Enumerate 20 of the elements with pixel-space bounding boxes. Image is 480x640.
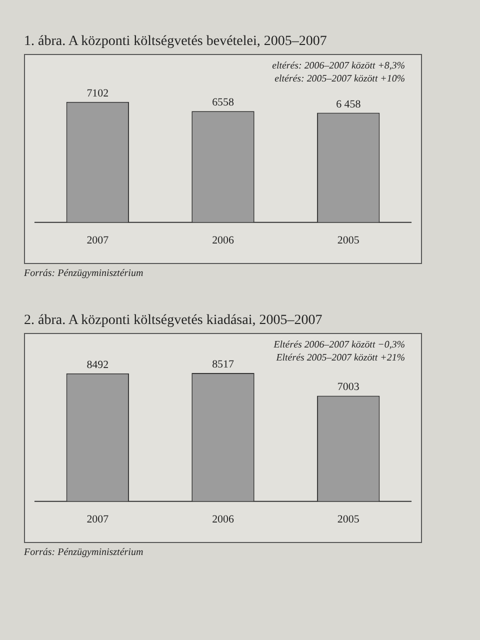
x-tick-label: 2005	[337, 234, 360, 246]
x-tick-label: 2007	[86, 514, 110, 526]
text: Forrás: Pénzügyminisztérium	[24, 268, 144, 279]
text: eltérés: 2005–2007 között +10%	[274, 73, 406, 84]
text: Eltérés 2005–2007 között +21%	[275, 352, 406, 364]
x-tick-label: 2005	[337, 514, 360, 526]
x-tick-label: 2006	[212, 234, 234, 246]
chart-title: 2. ábra. A központi költségvetés kiadásai, 2005–2007	[24, 313, 324, 329]
data-label: 8492	[86, 358, 109, 371]
x-tick-label: 2007	[86, 234, 110, 246]
data-label: 7102	[86, 87, 109, 100]
text: Forrás: Pénzügyminisztérium	[24, 547, 144, 558]
data-label: 8517	[212, 358, 234, 370]
text: Eltérés 2006–2007 között −0,3%	[272, 340, 406, 350]
data-label: 6558	[212, 96, 234, 109]
text: eltérés: 2006–2007 között +8,3%	[272, 60, 406, 72]
data-label: 6 458	[336, 98, 362, 110]
data-label: 7003	[337, 381, 360, 394]
x-tick-label: 2006	[212, 514, 234, 526]
chart-title: 1. ábra. A központi költségvetés bevételei, 2005–2007	[24, 34, 328, 50]
